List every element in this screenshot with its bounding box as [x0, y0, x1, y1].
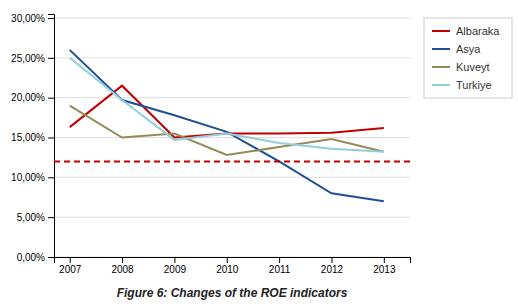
y-tick: 30,00%	[11, 13, 54, 24]
y-tick-mark	[48, 177, 54, 178]
grid-line	[54, 177, 410, 178]
x-tick-label: 2007	[59, 264, 82, 275]
legend: Albaraka Asya Kuveyt Turkiye	[424, 18, 512, 98]
marks	[54, 50, 410, 201]
legend-label: Turkiye	[456, 79, 492, 91]
y-tick: 10,00%	[11, 172, 54, 183]
x-tick-mark	[122, 257, 123, 263]
x-axis-line	[55, 258, 411, 264]
x-tick-label: 2012	[321, 264, 344, 275]
x-tick-label: 2013	[373, 264, 396, 275]
x-tick: 2007	[59, 257, 82, 275]
x-tick-mark	[174, 257, 175, 263]
y-tick-label: 0,00%	[17, 252, 45, 263]
x-tick-label: 2011	[269, 264, 291, 275]
y-tick-mark	[48, 18, 54, 19]
y-tick: 15,00%	[11, 132, 54, 143]
legend-swatch	[432, 48, 450, 50]
x-tick: 2010	[216, 257, 239, 275]
legend-item: Asya	[432, 43, 481, 55]
legend-label: Asya	[456, 43, 481, 55]
grid-line	[54, 217, 410, 218]
x-tick: 2013	[373, 257, 396, 275]
series-line	[70, 106, 384, 155]
y-tick-label: 5,00%	[17, 212, 45, 223]
legend-swatch	[432, 66, 450, 68]
y-tick-mark	[48, 217, 54, 218]
y-tick: 5,00%	[17, 212, 54, 223]
x-axis: 2007 2008 2009 2010 2011 2012 2013	[55, 257, 411, 275]
x-tick: 2008	[111, 257, 134, 275]
series-line	[70, 86, 384, 138]
y-tick-mark	[48, 98, 54, 99]
y-tick: 20,00%	[11, 92, 54, 103]
y-tick-mark	[48, 58, 54, 59]
series-line	[70, 50, 384, 201]
y-axis-line	[48, 15, 55, 258]
grid-line	[54, 17, 410, 18]
y-tick-mark	[48, 257, 54, 258]
y-tick-label: 20,00%	[11, 92, 45, 103]
legend-frame	[424, 18, 512, 98]
x-tick-mark	[384, 257, 385, 263]
y-tick: 25,00%	[11, 53, 54, 64]
x-tick-mark	[279, 257, 280, 263]
x-tick-label: 2008	[111, 264, 134, 275]
title: Figure 6: Changes of the ROE indicators	[117, 286, 348, 300]
x-tick-label: 2009	[164, 264, 187, 275]
legend-label: Albaraka	[456, 25, 500, 37]
y-tick-mark	[48, 137, 54, 138]
x-tick: 2011	[269, 257, 291, 275]
grid-line	[54, 57, 410, 58]
x-tick-mark	[70, 257, 71, 263]
grid	[54, 18, 410, 257]
legend-item: Albaraka	[432, 25, 500, 37]
y-tick: 0,00%	[17, 252, 54, 263]
x-tick-mark	[227, 257, 228, 263]
y-tick-label: 10,00%	[11, 172, 45, 183]
x-tick-mark	[331, 257, 332, 263]
legend-swatch	[432, 84, 450, 86]
x-tick: 2012	[321, 257, 344, 275]
x-tick: 2009	[164, 257, 187, 275]
series-line	[70, 58, 384, 152]
y-axis: 0,00% 5,00% 10,00% 15,00% 20,00% 25,00% 30,00%	[11, 13, 54, 263]
legend-label: Kuveyt	[456, 61, 490, 73]
reference-line	[54, 160, 410, 162]
y-tick-label: 30,00%	[11, 13, 45, 24]
y-tick-label: 15,00%	[11, 132, 45, 143]
plot: 0,00% 5,00% 10,00% 15,00% 20,00% 25,00% 30,00%…	[11, 13, 410, 275]
chart: 0,00% 5,00% 10,00% 15,00% 20,00% 25,00% 30,00%…	[0, 0, 518, 307]
x-tick-label: 2010	[216, 264, 239, 275]
legend-swatch	[432, 30, 450, 32]
grid-line	[54, 137, 410, 138]
legend-item: Kuveyt	[432, 61, 490, 73]
legend-item: Turkiye	[432, 79, 492, 91]
y-tick-label: 25,00%	[11, 53, 45, 64]
